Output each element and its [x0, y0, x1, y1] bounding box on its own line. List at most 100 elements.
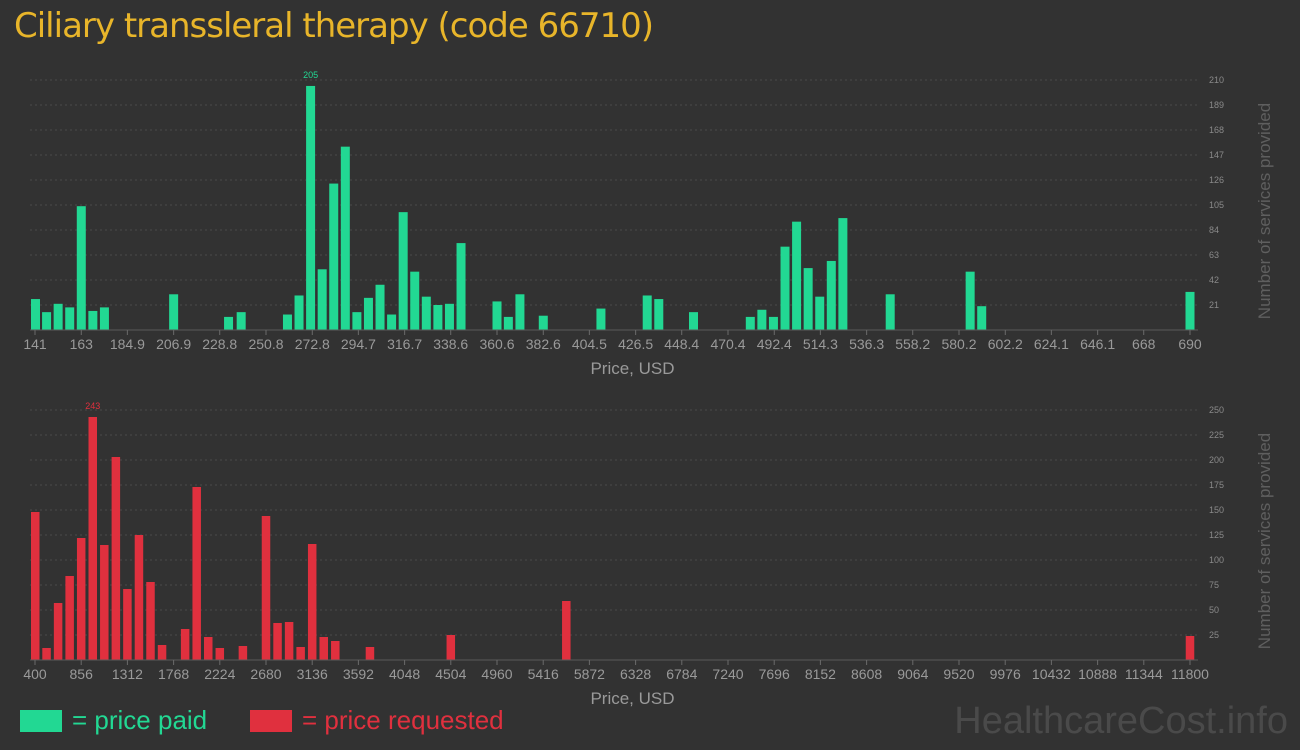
- bar: [317, 269, 327, 330]
- y-tick-label: 200: [1209, 455, 1224, 465]
- price-requested-chart: 25 50 75 100 125 150 175 200 225 250 243 400 856 1312…: [23, 401, 1274, 708]
- x-tick-label: 1312: [112, 666, 143, 682]
- bar: [792, 221, 802, 330]
- bar: [99, 307, 109, 330]
- bar: [76, 538, 86, 660]
- bar: [492, 301, 502, 330]
- bar: [410, 271, 420, 330]
- bar: [236, 312, 246, 330]
- x-tick-label: 4504: [435, 666, 466, 682]
- x-tick-label: 3592: [343, 666, 374, 682]
- bar: [688, 312, 698, 330]
- bar: [224, 316, 234, 330]
- bar: [340, 146, 350, 330]
- bar: [53, 603, 63, 660]
- bar: [157, 645, 167, 660]
- x-tick-label: 206.9: [156, 336, 191, 352]
- bar: [329, 183, 339, 330]
- x-tick-label: 9520: [943, 666, 974, 682]
- y-tick-label: 63: [1209, 250, 1219, 260]
- x-tick-label: 492.4: [757, 336, 792, 352]
- price-paid-chart: 21 42 63 84 105 126 147 168 189 210 205 141 163 184.9…: [23, 70, 1274, 378]
- bar: [261, 516, 271, 660]
- bar: [375, 284, 385, 330]
- bar: [215, 648, 225, 660]
- x-tick-label: 272.8: [295, 336, 330, 352]
- legend-paid-swatch: [20, 709, 62, 732]
- x-tick-label: 360.6: [479, 336, 514, 352]
- bar: [331, 641, 340, 660]
- legend-requested-swatch: [250, 709, 292, 732]
- x-tick-label: 646.1: [1080, 336, 1115, 352]
- x-tick-label: 690: [1178, 336, 1202, 352]
- bar: [65, 576, 74, 660]
- bar: [319, 637, 328, 660]
- x-tick-label: 163: [70, 336, 94, 352]
- bar: [456, 243, 466, 330]
- x-tick-label: 856: [70, 666, 94, 682]
- y-tick-label: 84: [1209, 225, 1219, 235]
- bar: [76, 206, 86, 330]
- legend-requested: = price requested: [250, 705, 504, 736]
- bar: [965, 271, 975, 330]
- y-tick-label: 25: [1209, 630, 1219, 640]
- x-tick-label: 2224: [204, 666, 235, 682]
- bar: [88, 310, 98, 330]
- x-tick-label: 141: [23, 336, 47, 352]
- x-tick-label: 536.3: [849, 336, 884, 352]
- bar: [780, 246, 790, 330]
- x-tick-label: 470.4: [710, 336, 745, 352]
- bar: [352, 312, 362, 330]
- bar: [296, 647, 305, 660]
- x-tick-label: 7696: [759, 666, 790, 682]
- bar: [307, 544, 317, 660]
- y-tick-label: 126: [1209, 175, 1224, 185]
- x-tick-label: 1768: [158, 666, 189, 682]
- x-tick-label: 8608: [851, 666, 882, 682]
- x-tick-label: 316.7: [387, 336, 422, 352]
- y-tick-label: 210: [1209, 75, 1224, 85]
- x-tick-label: 11800: [1171, 666, 1209, 682]
- x-tick-label: 184.9: [110, 336, 145, 352]
- x-tick-label: 228.8: [202, 336, 237, 352]
- bar: [838, 218, 848, 330]
- x-tick-label: 5872: [574, 666, 605, 682]
- bar: [444, 303, 454, 330]
- y-axis-label: Number of services provided: [1255, 103, 1274, 319]
- x-tick-label: 602.2: [988, 336, 1023, 352]
- bar: [398, 212, 408, 330]
- y-tick-label: 150: [1209, 505, 1224, 515]
- x-tick-label: 558.2: [895, 336, 930, 352]
- x-tick-label: 400: [23, 666, 47, 682]
- x-tick-label: 580.2: [941, 336, 976, 352]
- x-tick-label: 10888: [1078, 666, 1117, 682]
- bar: [146, 582, 155, 660]
- bar: [642, 295, 652, 330]
- bar: [123, 589, 132, 660]
- y-tick-label: 21: [1209, 300, 1219, 310]
- y-tick-label: 147: [1209, 150, 1224, 160]
- bar: [515, 294, 525, 330]
- x-tick-label: 624.1: [1034, 336, 1069, 352]
- x-tick-label: 7240: [712, 666, 743, 682]
- bar: [745, 316, 755, 330]
- x-tick-label: 4960: [481, 666, 512, 682]
- x-tick-label: 448.4: [664, 336, 699, 352]
- bar: [88, 417, 97, 660]
- x-tick-label: 2680: [250, 666, 281, 682]
- x-tick-label: 9976: [990, 666, 1021, 682]
- bar: [180, 629, 190, 660]
- y-tick-label: 189: [1209, 100, 1224, 110]
- bar: [815, 296, 825, 330]
- legend-paid-label: = price paid: [72, 705, 208, 735]
- bar: [53, 303, 63, 330]
- bar: [562, 601, 571, 660]
- page-title: Ciliary transsleral therapy (code 66710): [14, 6, 654, 46]
- peak-label: 243: [85, 401, 100, 411]
- bar: [1185, 291, 1195, 330]
- bar: [654, 299, 664, 330]
- x-tick-label: 6784: [666, 666, 697, 682]
- bar: [42, 648, 51, 660]
- bar: [42, 312, 52, 330]
- bar: [204, 637, 213, 660]
